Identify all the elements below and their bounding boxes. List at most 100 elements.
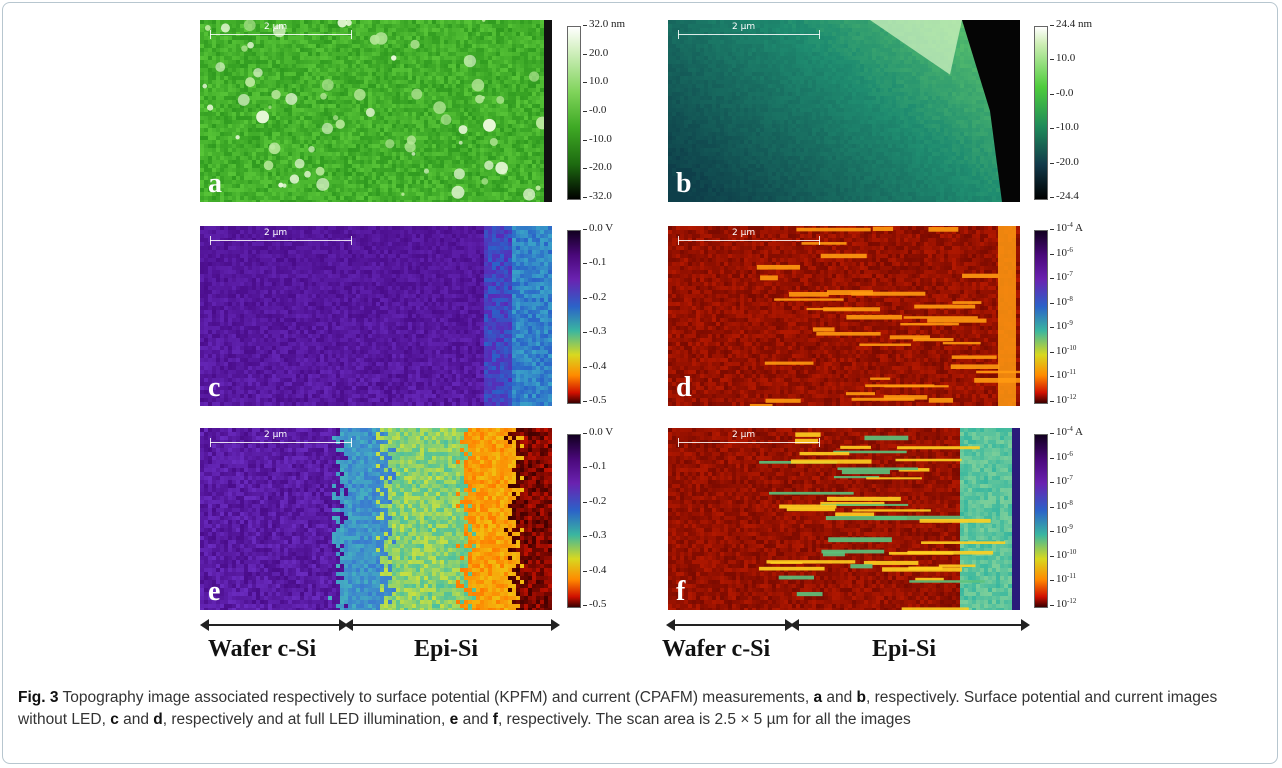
cpafm-image-f: 2 µm f bbox=[668, 428, 1020, 610]
colorbar-f bbox=[1034, 434, 1048, 608]
caption-ref-a: a bbox=[813, 689, 822, 706]
colorbar-d-tick: 10-6 bbox=[1050, 246, 1073, 259]
colorbar-c-tick: 0.0 V bbox=[582, 222, 613, 234]
kpfm-image-e-map bbox=[200, 428, 552, 610]
kpfm-image-c: 2 µm c bbox=[200, 226, 552, 406]
panel-letter-a: a bbox=[208, 168, 222, 200]
epi-range-arrow-right bbox=[790, 619, 1030, 631]
colorbar-b bbox=[1034, 26, 1048, 200]
colorbar-d-tick: 10-8 bbox=[1050, 295, 1073, 308]
panel-letter-c: c bbox=[208, 372, 220, 404]
caption-text: Topography image associated respectively… bbox=[58, 689, 813, 706]
caption-label: Fig. 3 bbox=[18, 689, 58, 706]
kpfm-image-e: 2 µm e bbox=[200, 428, 552, 610]
scale-bar bbox=[210, 438, 352, 447]
scale-bar-label: 2 µm bbox=[264, 228, 287, 238]
panel-letter-d: d bbox=[676, 372, 692, 404]
colorbar-b-tick: -10.0 bbox=[1050, 121, 1079, 133]
colorbar-b-tick: -0.0 bbox=[1049, 87, 1073, 99]
colorbar-f-tick: 10-4 A bbox=[1050, 426, 1083, 438]
scale-bar bbox=[210, 30, 352, 39]
caption-ref-b: b bbox=[857, 689, 866, 706]
colorbar-d-tick: 10-4 A bbox=[1050, 222, 1083, 234]
colorbar-f-tick: 10-10 bbox=[1049, 548, 1076, 561]
colorbar-a-tick: 10.0 bbox=[582, 75, 608, 87]
colorbar-d bbox=[1034, 230, 1048, 404]
scale-bar-label: 2 µm bbox=[264, 22, 287, 32]
colorbar-d-tick: 10-12 bbox=[1049, 394, 1076, 406]
colorbar-d-tick: 10-11 bbox=[1049, 369, 1076, 381]
caption-ref-f: f bbox=[493, 711, 498, 728]
panel-letter-f: f bbox=[676, 576, 685, 608]
scale-bar bbox=[678, 438, 820, 447]
scale-bar bbox=[678, 30, 820, 39]
scale-bar-label: 2 µm bbox=[732, 228, 755, 238]
kpfm-image-c-map bbox=[200, 226, 552, 406]
colorbar-d-tick: 10-9 bbox=[1050, 320, 1073, 332]
afm-image-a: 2 µm a bbox=[200, 20, 552, 202]
colorbar-e-tick: -0.2 bbox=[582, 495, 606, 507]
afm-image-b: 2 µm b bbox=[668, 20, 1020, 202]
colorbar-c bbox=[567, 230, 581, 404]
colorbar-b-tick: -24.4 bbox=[1050, 190, 1079, 202]
cpafm-image-d: 2 µm d bbox=[668, 226, 1020, 406]
colorbar-a-tick: -0.0 bbox=[582, 104, 606, 116]
panel-letter-b: b bbox=[676, 168, 692, 200]
colorbar-f-tick: 10-9 bbox=[1050, 524, 1073, 536]
scale-bar-label: 2 µm bbox=[264, 430, 287, 440]
scale-bar bbox=[210, 236, 352, 245]
afm-image-a-map bbox=[200, 20, 552, 202]
colorbar-a-tick: 20.0 bbox=[582, 47, 608, 59]
region-label-epi-left: Epi-Si bbox=[414, 636, 478, 663]
cpafm-image-d-map bbox=[668, 226, 1020, 406]
caption-text: , respectively and at full LED illuminat… bbox=[163, 711, 450, 728]
colorbar-b-tick: 10.0 bbox=[1049, 52, 1075, 64]
colorbar-f-tick: 10-6 bbox=[1050, 450, 1073, 463]
colorbar-f-tick: 10-7 bbox=[1050, 475, 1073, 487]
colorbar-a-tick: -10.0 bbox=[583, 133, 612, 145]
caption-ref-e: e bbox=[450, 711, 459, 728]
colorbar-f-tick: 10-8 bbox=[1050, 499, 1073, 512]
wafer-range-arrow-right bbox=[666, 619, 794, 631]
colorbar-b-tick: -20.0 bbox=[1050, 156, 1079, 168]
colorbar-e-tick: -0.3 bbox=[582, 529, 606, 541]
colorbar-e bbox=[567, 434, 581, 608]
caption-text: and bbox=[119, 711, 153, 728]
afm-image-b-map bbox=[668, 20, 1020, 202]
caption-text: , respectively. Surface potential and cu… bbox=[18, 689, 1217, 728]
colorbar-a bbox=[567, 26, 581, 200]
wafer-range-arrow-left bbox=[200, 619, 348, 631]
colorbar-a-tick: -32.0 bbox=[583, 190, 612, 202]
colorbar-e-tick: -0.4 bbox=[582, 564, 606, 576]
caption-text: , respectively. The scan area is 2.5 × 5… bbox=[498, 711, 911, 728]
colorbar-a-tick: -20.0 bbox=[583, 161, 612, 173]
caption-text: and bbox=[458, 711, 492, 728]
colorbar-f-tick: 10-11 bbox=[1049, 573, 1076, 585]
region-label-wafer-right: Wafer c-Si bbox=[662, 636, 770, 663]
colorbar-c-tick: -0.2 bbox=[582, 291, 606, 303]
colorbar-e-tick: -0.1 bbox=[582, 460, 606, 472]
colorbar-d-tick: 10-10 bbox=[1049, 344, 1076, 357]
colorbar-c-tick: -0.4 bbox=[582, 360, 606, 372]
cpafm-image-f-map bbox=[668, 428, 1020, 610]
colorbar-c-tick: -0.3 bbox=[582, 325, 606, 337]
colorbar-e-tick: -0.5 bbox=[582, 598, 606, 610]
scale-bar-label: 2 µm bbox=[732, 22, 755, 32]
colorbar-b-tick: 24.4 nm bbox=[1049, 18, 1092, 30]
colorbar-c-tick: -0.1 bbox=[582, 256, 606, 268]
colorbar-d-tick: 10-7 bbox=[1050, 271, 1073, 283]
figure-caption: Fig. 3 Topography image associated respe… bbox=[18, 687, 1264, 731]
region-label-wafer-left: Wafer c-Si bbox=[208, 636, 316, 663]
caption-ref-d: d bbox=[153, 711, 162, 728]
colorbar-a-tick: 32.0 nm bbox=[582, 18, 625, 30]
colorbar-c-tick: -0.5 bbox=[582, 394, 606, 406]
caption-text: and bbox=[822, 689, 856, 706]
scale-bar-label: 2 µm bbox=[732, 430, 755, 440]
scale-bar bbox=[678, 236, 820, 245]
colorbar-e-tick: 0.0 V bbox=[582, 426, 613, 438]
panel-letter-e: e bbox=[208, 576, 220, 608]
colorbar-f-tick: 10-12 bbox=[1049, 598, 1076, 610]
caption-ref-c: c bbox=[110, 711, 119, 728]
region-label-epi-right: Epi-Si bbox=[872, 636, 936, 663]
